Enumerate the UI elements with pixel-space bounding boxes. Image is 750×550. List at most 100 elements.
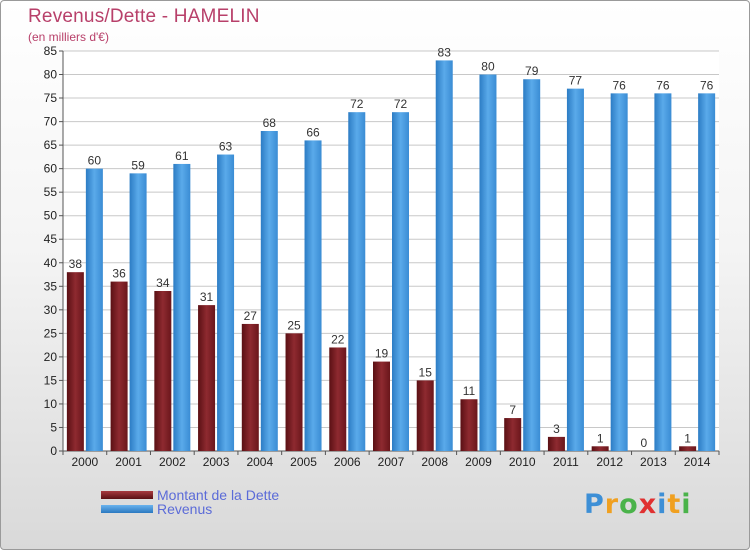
data-label-dette: 1 <box>684 431 691 445</box>
data-label-revenus: 79 <box>525 64 539 78</box>
y-tick-label: 55 <box>44 185 58 199</box>
bar-dette <box>591 446 609 451</box>
y-tick-label: 60 <box>44 162 58 176</box>
bar-dette <box>416 380 434 451</box>
x-tick-label: 2011 <box>553 455 579 469</box>
bar-dette <box>198 305 216 451</box>
bar-dette <box>241 323 259 451</box>
x-tick-label: 2005 <box>290 455 317 469</box>
data-label-dette: 27 <box>244 309 258 323</box>
data-label-dette: 22 <box>331 332 345 346</box>
bar-dette <box>329 347 347 451</box>
bar-revenus <box>129 173 147 451</box>
data-label-revenus: 60 <box>88 154 102 168</box>
bar-revenus <box>348 112 366 452</box>
data-label-dette: 38 <box>69 257 83 271</box>
data-label-revenus: 61 <box>175 149 189 163</box>
bar-revenus <box>566 88 584 451</box>
y-tick-label: 10 <box>44 397 58 411</box>
bar-dette <box>504 418 522 451</box>
bar-dette <box>373 361 390 451</box>
logo-letter: r <box>604 489 620 520</box>
bar-dette <box>547 436 565 451</box>
data-label-revenus: 77 <box>569 74 583 88</box>
x-tick-label: 2010 <box>509 455 536 469</box>
data-label-dette: 34 <box>156 276 170 290</box>
bar-revenus <box>392 112 409 452</box>
data-label-revenus: 66 <box>306 125 320 139</box>
data-label-revenus: 80 <box>481 60 495 74</box>
data-label-revenus: 83 <box>438 45 452 59</box>
bar-dette <box>679 446 697 451</box>
y-tick-label: 25 <box>44 326 58 340</box>
data-label-dette: 0 <box>641 436 648 450</box>
y-tick-label: 45 <box>44 232 58 246</box>
bar-dette <box>285 333 303 451</box>
y-tick-label: 35 <box>44 279 58 293</box>
data-label-revenus: 68 <box>263 116 277 130</box>
logo-letter: i <box>657 489 668 520</box>
data-label-dette: 25 <box>287 318 301 332</box>
legend-swatch-revenus <box>101 505 153 513</box>
bar-dette <box>110 281 128 451</box>
data-label-dette: 3 <box>553 422 560 436</box>
bar-revenus <box>610 93 628 452</box>
proxiti-logo: Proxiti <box>584 489 692 520</box>
logo-letter: t <box>667 489 682 520</box>
data-label-revenus: 76 <box>700 78 714 92</box>
x-tick-label: 2013 <box>640 455 667 469</box>
data-label-dette: 19 <box>375 347 389 361</box>
y-tick-label: 75 <box>44 91 58 105</box>
y-tick-label: 80 <box>44 68 58 82</box>
data-label-revenus: 76 <box>656 78 670 92</box>
x-tick-label: 2014 <box>684 455 711 469</box>
x-tick-label: 2002 <box>159 455 186 469</box>
logo-letter: i <box>681 489 692 520</box>
data-label-revenus: 72 <box>350 97 364 111</box>
logo-letter: x <box>638 489 658 520</box>
bar-revenus <box>654 93 672 452</box>
logo-letter: P <box>584 489 605 520</box>
bar-revenus <box>698 93 716 452</box>
x-tick-label: 2007 <box>378 455 405 469</box>
x-tick-label: 2012 <box>596 455 623 469</box>
x-tick-label: 2003 <box>203 455 230 469</box>
plot-area <box>63 51 719 451</box>
bar-revenus <box>217 154 235 451</box>
chart-subtitle: (en milliers d'€) <box>28 30 109 44</box>
y-tick-label: 65 <box>44 138 58 152</box>
legend-swatch-dette <box>101 491 153 499</box>
x-tick-label: 2004 <box>246 455 273 469</box>
bar-dette <box>154 291 172 451</box>
y-tick-label: 85 <box>44 44 58 58</box>
bar-revenus <box>304 140 322 452</box>
y-tick-label: 50 <box>44 209 58 223</box>
y-tick-label: 30 <box>44 303 58 317</box>
bar-dette <box>66 272 84 451</box>
data-label-dette: 1 <box>597 431 604 445</box>
chart-title: Revenus/Dette - HAMELIN <box>28 6 260 27</box>
x-tick-label: 2006 <box>334 455 361 469</box>
y-tick-label: 15 <box>44 373 58 387</box>
data-label-revenus: 76 <box>612 78 626 92</box>
data-label-dette: 7 <box>509 403 516 417</box>
bar-revenus <box>435 60 453 451</box>
data-label-dette: 11 <box>463 384 476 398</box>
bar-revenus <box>479 74 497 451</box>
data-label-revenus: 63 <box>219 140 233 154</box>
bar-revenus <box>173 163 191 452</box>
legend-label-revenus: Revenus <box>157 501 213 517</box>
data-label-dette: 15 <box>419 365 433 379</box>
bar-revenus <box>260 131 278 451</box>
y-tick-label: 20 <box>44 350 58 364</box>
logo-letter: o <box>619 489 639 520</box>
y-tick-label: 0 <box>50 444 57 458</box>
data-label-revenus: 72 <box>394 97 408 111</box>
x-tick-label: 2001 <box>115 455 142 469</box>
y-tick-label: 40 <box>44 256 58 270</box>
data-label-revenus: 59 <box>131 158 145 172</box>
x-tick-label: 2009 <box>465 455 492 469</box>
data-label-dette: 31 <box>200 290 214 304</box>
